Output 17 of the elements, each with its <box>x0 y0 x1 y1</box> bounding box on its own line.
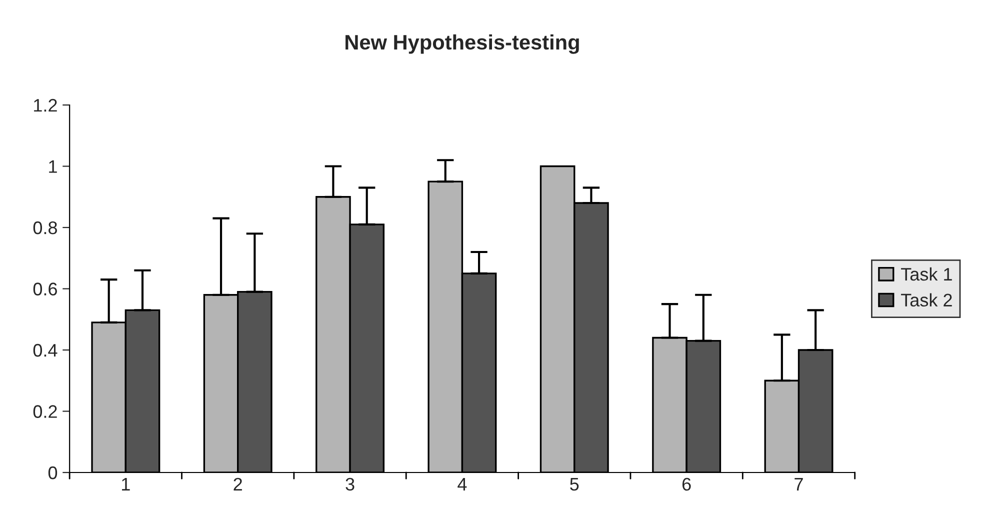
y-tick-label: 0.2 <box>33 405 57 418</box>
x-tick-label: 1 <box>122 478 130 490</box>
y-tick-label: 0.4 <box>33 344 58 357</box>
legend-label: Task 1 <box>901 267 952 281</box>
x-tick-label: 7 <box>794 478 803 490</box>
y-tick-label: 0.6 <box>33 282 57 296</box>
legend-label: Task 2 <box>901 293 952 307</box>
y-tick-label: 1 <box>49 160 57 173</box>
x-tick-label: 4 <box>458 478 467 490</box>
y-tick-label: 1.2 <box>34 98 57 112</box>
y-tick-label: 0.8 <box>33 221 57 234</box>
x-tick-label: 6 <box>682 478 691 491</box>
x-tick-label: 2 <box>234 478 242 490</box>
x-tick-label: 3 <box>346 478 354 491</box>
x-tick-label: 5 <box>570 478 579 491</box>
chart-title: New Hypothesis-testing <box>346 34 579 54</box>
y-tick-label: 0 <box>48 466 58 480</box>
